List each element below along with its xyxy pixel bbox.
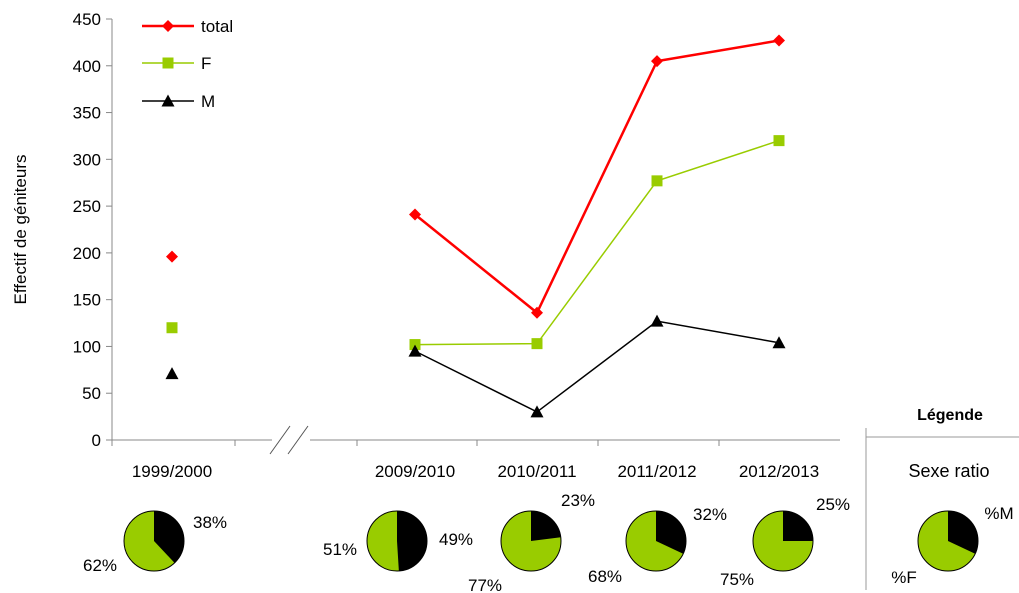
sex-ratio-pie — [752, 510, 814, 572]
data-point-total — [166, 250, 178, 263]
pie-label-female: 75% — [720, 570, 754, 589]
data-point-F — [166, 322, 178, 334]
x-tick-label: 1999/2000 — [132, 462, 212, 481]
sex-ratio-pie — [500, 510, 562, 572]
y-tick-label: 400 — [73, 57, 101, 76]
pie-slice-male — [154, 511, 185, 563]
sex-ratio-pie — [366, 510, 428, 572]
pie-label-male: 49% — [439, 530, 473, 549]
data-point-F — [651, 175, 663, 187]
y-tick-label: 0 — [92, 431, 101, 450]
y-axis-title: Effectif de géniteurs — [11, 155, 30, 305]
data-point-total — [409, 208, 421, 221]
pie-label-male: 23% — [561, 491, 595, 510]
legend-panel-title: Légende — [917, 407, 983, 424]
data-point-M — [408, 344, 422, 357]
data-point-F — [531, 338, 543, 350]
data-point-F — [773, 135, 785, 147]
legend-panel-pie — [917, 510, 979, 572]
series-line-total — [414, 39, 780, 315]
pie-label-male: 32% — [693, 505, 727, 524]
x-tick-label: 2010/2011 — [497, 462, 576, 481]
legend-marker-total — [162, 20, 174, 32]
data-point-M — [530, 405, 544, 418]
pie-slice-male — [656, 511, 687, 554]
legend-panel-subtitle: Sexe ratio — [908, 461, 989, 481]
data-point-total — [531, 306, 543, 319]
legend-label-M: M — [201, 92, 215, 111]
legend-label-total: total — [201, 17, 233, 36]
series-line-M — [414, 320, 780, 413]
pie-slice-male — [948, 511, 978, 554]
data-point-M — [650, 314, 664, 327]
pie-label-female: 62% — [83, 556, 117, 575]
legend-box — [140, 10, 250, 118]
pie-label-male: 38% — [193, 513, 227, 532]
legend-label-F: F — [201, 54, 211, 73]
legend-marker-M — [161, 94, 175, 107]
legend-marker-F — [162, 57, 174, 69]
data-point-total — [651, 55, 663, 68]
x-tick-label: 2009/2010 — [375, 462, 455, 481]
data-point-total — [773, 34, 785, 47]
pie-slice-male — [531, 511, 561, 541]
pie-slice-male — [783, 511, 813, 541]
series-line-F — [414, 139, 780, 346]
pie-slice-male — [397, 511, 427, 571]
sex-ratio-pie — [625, 510, 687, 572]
axis-break-mark — [287, 425, 309, 455]
legend-panel-label-male: %M — [984, 504, 1013, 523]
x-tick-label: 2012/2013 — [739, 462, 819, 481]
pie-label-female: 77% — [468, 576, 502, 593]
data-point-F — [409, 339, 421, 351]
x-tick-label: 2011/2012 — [617, 462, 696, 481]
sex-ratio-pie — [123, 510, 185, 572]
legend-panel-label-female: %F — [891, 568, 917, 587]
y-tick-label: 50 — [82, 384, 101, 403]
axis-break-mark — [269, 425, 291, 455]
data-point-M — [772, 336, 786, 349]
y-tick-label: 300 — [73, 150, 101, 169]
pie-label-female: 51% — [323, 540, 357, 559]
y-tick-label: 450 — [73, 10, 101, 29]
pie-label-male: 25% — [816, 495, 850, 514]
y-tick-label: 350 — [73, 104, 101, 123]
y-tick-label: 250 — [73, 197, 101, 216]
data-point-M — [165, 367, 179, 380]
y-tick-label: 200 — [73, 244, 101, 263]
pie-label-female: 68% — [588, 567, 622, 586]
y-tick-label: 100 — [73, 337, 101, 356]
y-tick-label: 150 — [73, 291, 101, 310]
